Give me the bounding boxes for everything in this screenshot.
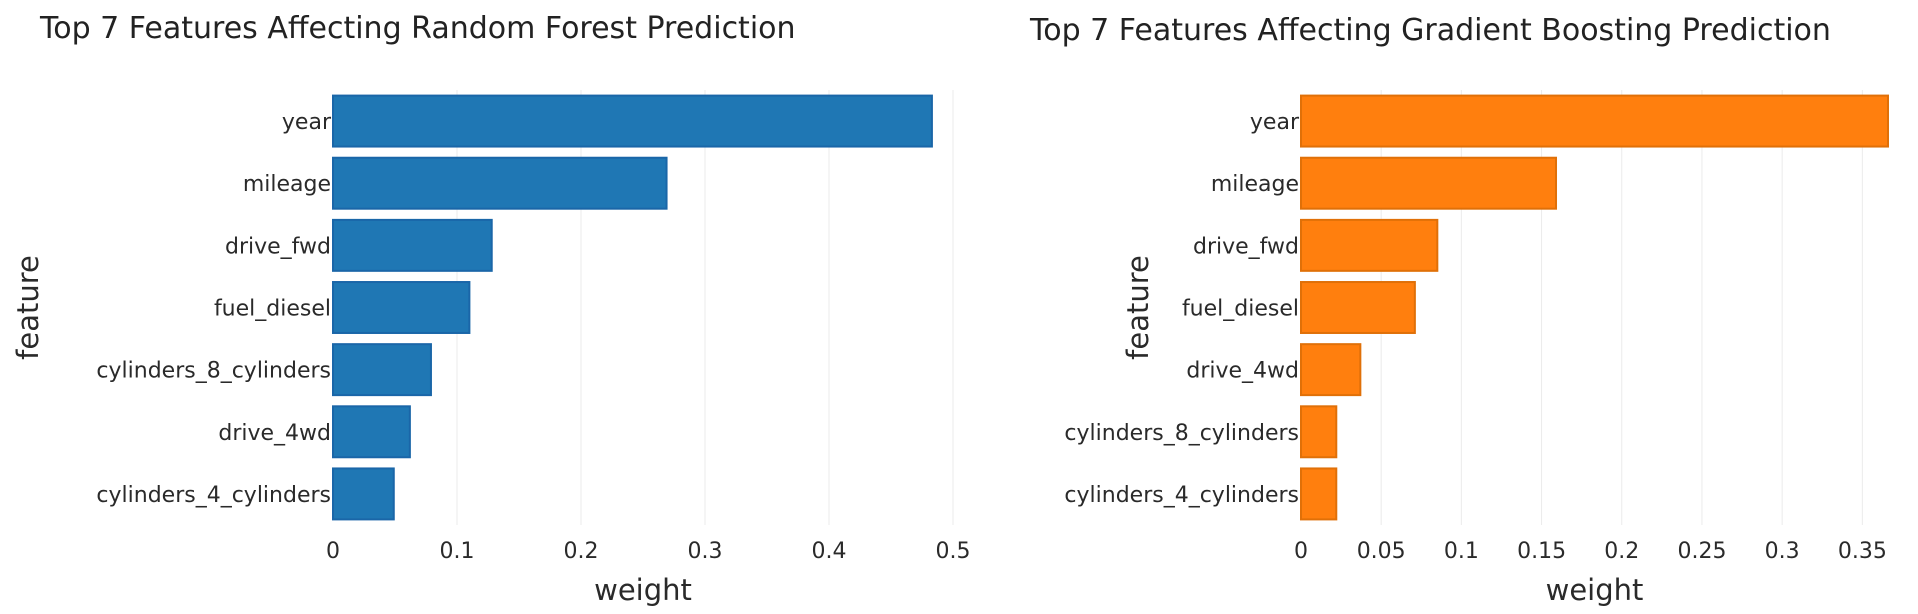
rf-bar-cylinders-4-cylinders	[332, 467, 395, 521]
gb-x-tick-label: 0.35	[1838, 539, 1887, 564]
gb-x-tick-label: 0	[1294, 539, 1308, 564]
rf-y-axis-title: feature	[11, 255, 45, 360]
rf-category-label: mileage	[243, 172, 331, 197]
rf-x-tick-label: 0.1	[440, 539, 475, 564]
rf-category-label: year	[282, 110, 332, 135]
gb-x-tick-label: 0.2	[1604, 539, 1639, 564]
gb-x-tick-label: 0.1	[1444, 539, 1479, 564]
rf-bar-fuel-diesel	[332, 281, 471, 334]
gb-x-tick-label: 0.15	[1517, 539, 1566, 564]
gb-category-label: drive_4wd	[1186, 359, 1299, 384]
gb-x-tick-label: 0.3	[1765, 539, 1800, 564]
rf-category-label: drive_4wd	[218, 421, 331, 446]
gb-bar-mileage	[1300, 156, 1558, 210]
rf-x-axis-title: weight	[594, 573, 692, 607]
gb-category-label: cylinders_8_cylinders	[1064, 421, 1299, 446]
gb-x-axis-title: weight	[1546, 573, 1644, 607]
rf-category-label: drive_fwd	[225, 234, 331, 259]
gb-bar-year	[1300, 94, 1889, 148]
rf-category-label: cylinders_8_cylinders	[96, 359, 331, 384]
rf-x-tick-label: 0.2	[564, 539, 599, 564]
gb-category-label: mileage	[1211, 172, 1299, 197]
rf-bar-mileage	[332, 156, 668, 210]
gb-category-label: drive_fwd	[1193, 234, 1299, 259]
gb-chart-title: Top 7 Features Affecting Gradient Boosti…	[1029, 13, 1831, 48]
gb-x-tick-label: 0.25	[1677, 539, 1726, 564]
gb-x-tick-label: 0.05	[1357, 539, 1406, 564]
gb-bar-cylinders-8-cylinders	[1300, 405, 1338, 459]
rf-category-label: cylinders_4_cylinders	[96, 483, 331, 508]
gb-category-label: year	[1250, 110, 1300, 135]
gb-bar-cylinders-4-cylinders	[1300, 467, 1338, 521]
rf-x-tick-label: 0.4	[812, 539, 847, 564]
rf-chart-title: Top 7 Features Affecting Random Forest P…	[39, 11, 796, 46]
random-forest-chart: year mileage drive_fwd fuel_diesel cylinders…	[11, 11, 971, 607]
gb-category-label: fuel_diesel	[1182, 297, 1299, 322]
gradient-boosting-chart: year mileage drive_fwd fuel_diesel drive_4wd…	[1029, 13, 1889, 607]
gb-bar-fuel-diesel	[1300, 281, 1416, 334]
rf-category-label: fuel_diesel	[214, 297, 331, 322]
rf-bar-cylinders-8-cylinders	[332, 343, 432, 397]
rf-bar-drive-fwd	[332, 218, 493, 272]
gb-y-axis-title: feature	[1121, 255, 1155, 360]
gb-bar-drive-4wd	[1300, 343, 1362, 397]
rf-x-tick-label: 0	[326, 539, 340, 564]
rf-bar-year	[332, 94, 933, 148]
rf-x-tick-label: 0.3	[688, 539, 723, 564]
rf-bar-drive-4wd	[332, 405, 411, 459]
gb-bar-drive-fwd	[1300, 218, 1439, 272]
rf-x-tick-label: 0.5	[936, 539, 971, 564]
gb-category-label: cylinders_4_cylinders	[1064, 483, 1299, 508]
